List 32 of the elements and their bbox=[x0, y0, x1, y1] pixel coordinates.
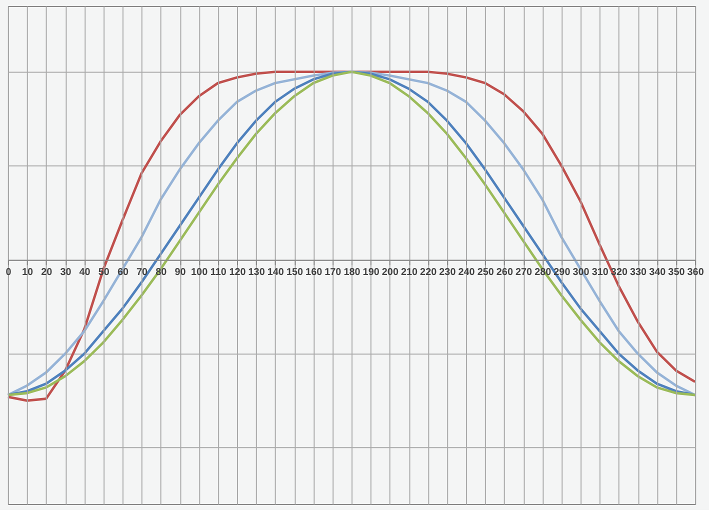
x-tick-label: 310 bbox=[592, 267, 609, 278]
x-tick-label: 20 bbox=[41, 267, 53, 278]
x-tick-label: 240 bbox=[458, 267, 476, 278]
x-tick-label: 330 bbox=[630, 267, 648, 278]
x-tick-label: 270 bbox=[515, 267, 533, 278]
x-tick-label: 90 bbox=[174, 267, 186, 278]
x-tick-label: 340 bbox=[649, 267, 666, 278]
x-tick-label: 230 bbox=[439, 267, 456, 278]
x-tick-label: 200 bbox=[382, 267, 399, 278]
x-tick-label: 40 bbox=[79, 267, 91, 278]
x-tick-label: 360 bbox=[687, 267, 704, 278]
x-tick-label: 220 bbox=[420, 267, 438, 278]
x-tick-label: 260 bbox=[496, 267, 514, 278]
x-tick-label: 110 bbox=[210, 267, 227, 278]
x-tick-label: 170 bbox=[324, 267, 342, 278]
x-tick-label: 210 bbox=[400, 267, 418, 278]
x-tick-label: 120 bbox=[229, 267, 246, 278]
x-tick-label: 300 bbox=[572, 267, 590, 278]
x-tick-label: 30 bbox=[60, 267, 72, 278]
x-tick-label: 130 bbox=[248, 267, 266, 278]
x-tick-label: 70 bbox=[136, 267, 148, 278]
x-tick-label: 150 bbox=[286, 267, 304, 278]
x-tick-label: 160 bbox=[306, 267, 323, 278]
x-tick-label: 350 bbox=[668, 267, 686, 278]
x-tick-label: 60 bbox=[117, 267, 129, 278]
x-tick-label: 0 bbox=[6, 267, 12, 278]
x-tick-label: 180 bbox=[344, 267, 361, 278]
x-tick-label: 100 bbox=[191, 267, 208, 278]
x-tick-label: 10 bbox=[22, 267, 34, 278]
x-tick-label: 140 bbox=[267, 267, 284, 278]
x-tick-label: 250 bbox=[477, 267, 494, 278]
x-tick-label: 190 bbox=[362, 267, 380, 278]
